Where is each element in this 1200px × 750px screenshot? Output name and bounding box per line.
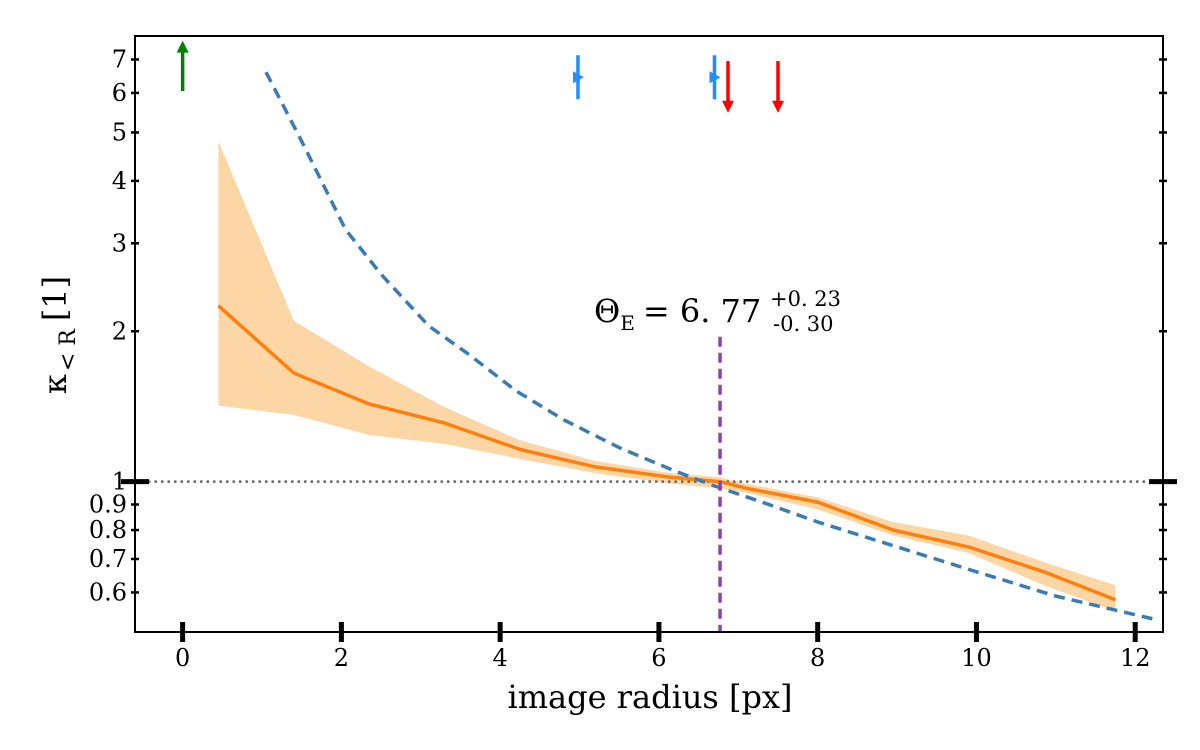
y-axis-label-symbol: κ [36, 374, 74, 394]
y-tick-label: 0.6 [89, 578, 127, 606]
y-tick-label: 0.8 [89, 516, 127, 544]
y-tick-label: 6 [112, 79, 127, 107]
y-tick-label: 0.9 [89, 490, 127, 518]
uncertainty-band [218, 141, 1116, 612]
y-tick-label: 0.7 [89, 545, 127, 573]
upper-limit-arrow-head [721, 100, 734, 113]
plot-frame [134, 35, 1164, 633]
annotation-value: = 6. 77 [643, 292, 761, 330]
y-tick-label: 3 [112, 229, 127, 257]
x-tick-label: 4 [493, 644, 508, 672]
x-tick-label: 8 [810, 644, 825, 672]
measurement-marker [572, 71, 584, 84]
x-tick-label: 10 [961, 644, 992, 672]
annotation-symbol: Θ [594, 292, 620, 330]
plot-data [135, 71, 1163, 632]
upper-limit-arrow-head [771, 100, 784, 113]
y-tick-label: 2 [112, 317, 127, 345]
x-tick-label: 2 [334, 644, 349, 672]
lower-limit-arrow-head [176, 40, 189, 53]
x-tick-label: 0 [175, 644, 190, 672]
x-axis-label: image radius [px] [507, 678, 792, 716]
y-tick-label: 5 [112, 118, 127, 146]
y-axis-label: κ < R [1] [36, 276, 81, 394]
axes-frame [134, 35, 1164, 633]
x-tick-label: 12 [1120, 644, 1151, 672]
y-axis-label-subscript: < R [56, 328, 81, 371]
limit-markers [176, 40, 784, 113]
einstein-radius-annotation: ΘE = 6. 77 +0. 23 -0. 30 [594, 287, 841, 336]
dashed-profile-line [264, 71, 1156, 622]
y-tick-label: 7 [112, 45, 127, 73]
annotation-plus-error: +0. 23 [770, 287, 841, 311]
y-tick-label: 1 [112, 468, 127, 496]
y-tick-label: 4 [112, 167, 127, 195]
plot-area [135, 71, 1163, 632]
annotation-minus-error: -0. 30 [773, 312, 834, 336]
measurement-marker [709, 71, 721, 84]
svg-text:ΘE= 6. 77: ΘE = 6. 77 [594, 292, 761, 335]
annotation-subscript: E [620, 311, 635, 335]
x-tick-label: 6 [651, 644, 666, 672]
y-axis-label-unit: [1] [36, 276, 74, 321]
